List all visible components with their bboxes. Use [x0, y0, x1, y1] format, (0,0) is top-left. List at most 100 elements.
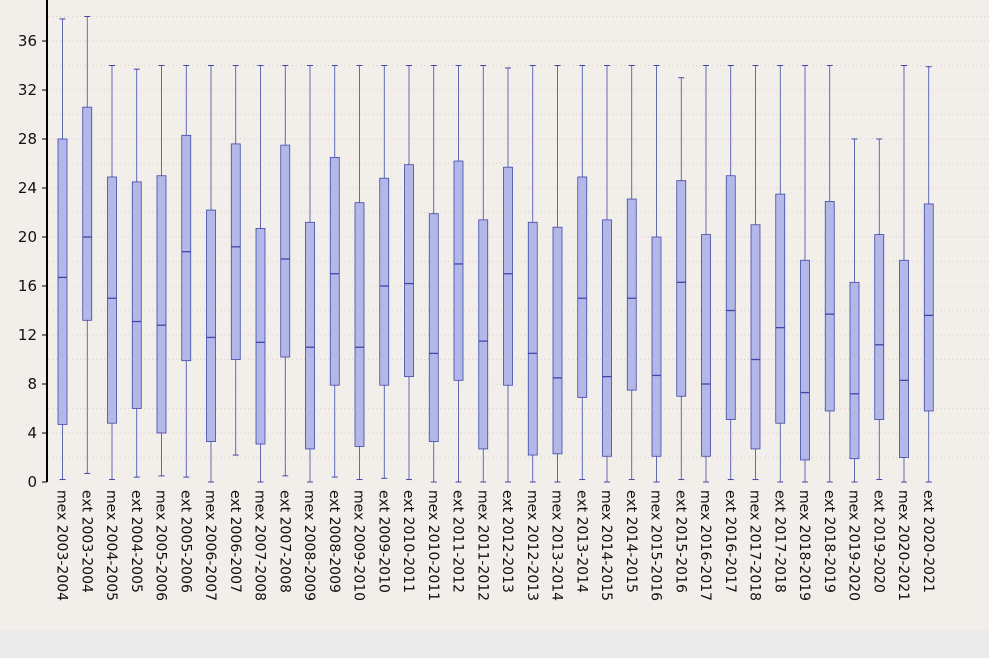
box-group	[750, 65, 761, 481]
iqr-box	[626, 198, 637, 391]
box-group	[230, 65, 241, 456]
category-label: mex 2009-2010	[351, 490, 367, 601]
iqr-box	[527, 221, 538, 456]
iqr-box	[82, 106, 93, 321]
category-label: ext 2015-2016	[672, 490, 688, 593]
box-group	[428, 65, 439, 483]
y-tick-label: 36	[18, 32, 37, 50]
iqr-box	[899, 259, 909, 458]
iqr-box	[107, 176, 117, 424]
category-label: ext 2019-2020	[870, 490, 886, 593]
iqr-box	[354, 202, 365, 447]
iqr-box	[57, 138, 68, 425]
category-label: ext 2018-2019	[821, 490, 837, 593]
iqr-box	[404, 164, 414, 378]
category-label: ext 2010-2011	[400, 490, 416, 593]
box-group	[354, 65, 365, 481]
box-group	[131, 68, 142, 478]
box-group	[701, 65, 711, 483]
box-group	[602, 65, 612, 483]
boxplot-chart: 0 4 8 12 16 20 24 28 32 36 mex 2003-2004 ext 2003-2…	[18, 0, 989, 601]
iqr-box	[552, 226, 563, 455]
category-label: mex 2015-2016	[648, 490, 664, 601]
iqr-box	[131, 181, 142, 409]
iqr-box	[428, 213, 439, 442]
box-group	[626, 65, 637, 481]
category-label: mex 2006-2007	[202, 490, 218, 601]
category-label: ext 2003-2004	[78, 490, 94, 593]
iqr-box	[775, 193, 786, 424]
box-group	[82, 16, 93, 474]
category-label: mex 2007-2008	[252, 490, 268, 601]
box-group	[280, 65, 291, 477]
y-tick-label: 0	[27, 473, 37, 491]
chart-area: 0 4 8 12 16 20 24 28 32 36 mex 2003-2004 ext 2003-2…	[17, 0, 989, 602]
box-group	[874, 138, 885, 481]
box-group	[181, 65, 192, 478]
category-label: mex 2010-2011	[425, 490, 441, 601]
category-label: mex 2014-2015	[598, 490, 614, 601]
category-label: ext 2008-2009	[326, 490, 342, 593]
category-label: mex 2013-2014	[549, 490, 565, 601]
box-group	[552, 65, 563, 483]
category-label: mex 2012-2013	[524, 490, 540, 601]
box-group	[725, 65, 736, 481]
box-group	[478, 65, 489, 483]
iqr-box	[874, 234, 885, 420]
box-group	[305, 65, 315, 483]
iqr-box	[676, 180, 687, 397]
iqr-box	[329, 156, 340, 386]
box-group	[899, 65, 909, 483]
box-group	[775, 65, 786, 483]
iqr-box	[255, 228, 266, 445]
iqr-box	[725, 175, 736, 420]
box-group	[527, 65, 538, 483]
iqr-box	[181, 134, 192, 362]
box-group	[923, 66, 934, 483]
iqr-box	[230, 143, 241, 360]
iqr-box	[923, 203, 934, 412]
category-label: ext 2012-2013	[499, 490, 515, 593]
category-label: mex 2008-2009	[301, 490, 317, 601]
iqr-box	[453, 160, 464, 381]
category-label: ext 2007-2008	[276, 490, 292, 593]
box-group	[255, 65, 266, 483]
y-tick-label: 28	[18, 130, 37, 148]
y-tick-label: 12	[18, 326, 37, 344]
box-group	[57, 18, 68, 481]
box-group	[800, 65, 810, 483]
category-label: mex 2017-2018	[747, 490, 763, 601]
category-label: ext 2006-2007	[227, 490, 243, 593]
category-label: ext 2016-2017	[722, 490, 738, 593]
category-label: ext 2017-2018	[771, 490, 787, 593]
category-label: ext 2014-2015	[623, 490, 639, 593]
category-label: mex 2005-2006	[153, 490, 169, 601]
box-group	[379, 65, 390, 479]
y-tick-label: 8	[27, 375, 37, 393]
box-group	[107, 65, 117, 481]
category-label: ext 2011-2012	[450, 490, 466, 593]
category-label: mex 2003-2004	[54, 490, 70, 601]
iqr-box	[577, 176, 588, 398]
category-label: mex 2011-2012	[474, 490, 490, 601]
iqr-box	[503, 166, 513, 386]
category-label: mex 2018-2019	[796, 490, 812, 601]
box-group	[329, 65, 340, 478]
box-group	[651, 65, 662, 483]
category-label: mex 2016-2017	[697, 490, 713, 601]
iqr-box	[701, 234, 711, 457]
category-label: ext 2020-2021	[920, 490, 936, 593]
box-group	[453, 65, 464, 483]
category-label: mex 2004-2005	[103, 490, 119, 601]
box-group	[676, 77, 687, 481]
y-tick-label: 32	[18, 81, 37, 99]
box-group	[824, 65, 835, 483]
y-tick-label: 24	[18, 179, 37, 197]
category-label: mex 2019-2020	[846, 490, 862, 601]
iqr-box	[750, 224, 761, 450]
box-group	[404, 65, 414, 481]
category-label: mex 2020-2021	[895, 490, 911, 601]
y-tick-label: 4	[27, 424, 37, 442]
iqr-box	[602, 219, 612, 457]
iqr-box	[206, 209, 216, 442]
